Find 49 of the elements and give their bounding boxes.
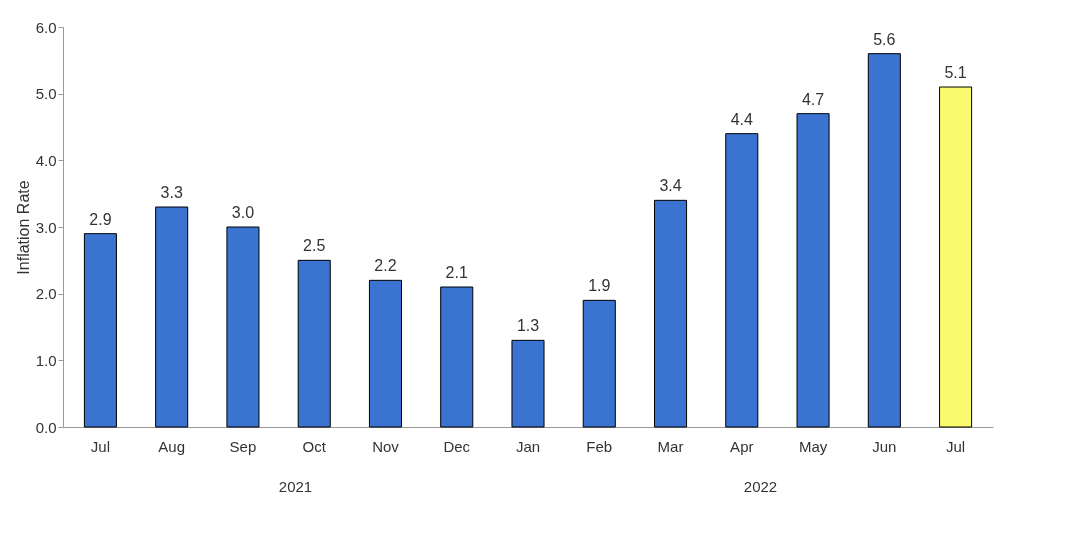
x-tick-label: May — [798, 437, 828, 455]
data-label: 3.4 — [659, 177, 682, 195]
x-tick-label: Jan — [515, 437, 541, 455]
x-tick-label: Sep — [229, 437, 257, 455]
bar — [368, 279, 403, 428]
x-tick-label: Oct — [302, 437, 327, 455]
y-tick-label: 3.0 — [35, 218, 57, 236]
x-tick-label: Aug — [158, 437, 186, 455]
data-label: 2.2 — [374, 257, 397, 275]
x-tick-label: Jun — [872, 437, 897, 455]
data-label: 4.4 — [730, 110, 754, 128]
text: 2022 — [743, 478, 778, 495]
y-axis-title: Inflation Rate — [14, 180, 32, 275]
data-label: 2.1 — [445, 264, 468, 281]
bar — [83, 233, 117, 428]
bar — [440, 286, 474, 428]
text: 2021 — [278, 478, 313, 495]
bar — [939, 86, 973, 428]
data-label: 1.9 — [588, 277, 611, 295]
bar — [511, 339, 545, 428]
x-tick-label: Jul — [945, 437, 966, 455]
bar — [582, 299, 616, 428]
y-tick-label: 5.0 — [35, 85, 57, 103]
data-label: 5.6 — [873, 30, 896, 48]
data-label: 2.5 — [303, 237, 326, 255]
data-label: 3.3 — [160, 184, 183, 201]
x-tick-label: Apr — [730, 437, 754, 455]
x-tick-label: Mar — [657, 437, 684, 455]
y-tick-label: 2.0 — [35, 285, 57, 303]
x-tick-label: Dec — [443, 437, 471, 455]
data-label: 1.3 — [516, 317, 540, 335]
data-label: 5.1 — [944, 64, 967, 81]
y-tick-label: 0.0 — [35, 418, 57, 436]
bar — [653, 199, 688, 428]
data-label: 2.9 — [89, 210, 112, 228]
x-tick-label: Nov — [372, 437, 400, 455]
data-label: 3.0 — [231, 204, 255, 221]
y-tick-label: 6.0 — [35, 18, 57, 36]
bar — [867, 53, 901, 428]
bar — [226, 226, 260, 428]
y-tick-label: 1.0 — [35, 351, 57, 369]
y-tick-label: 4.0 — [35, 151, 57, 169]
x-tick-label: Feb — [586, 437, 613, 455]
bar — [796, 113, 830, 428]
x-tick-label: Jul — [90, 437, 111, 455]
data-label: 4.7 — [801, 90, 825, 108]
bar — [725, 133, 759, 428]
bar — [155, 206, 189, 428]
bar — [297, 259, 331, 428]
